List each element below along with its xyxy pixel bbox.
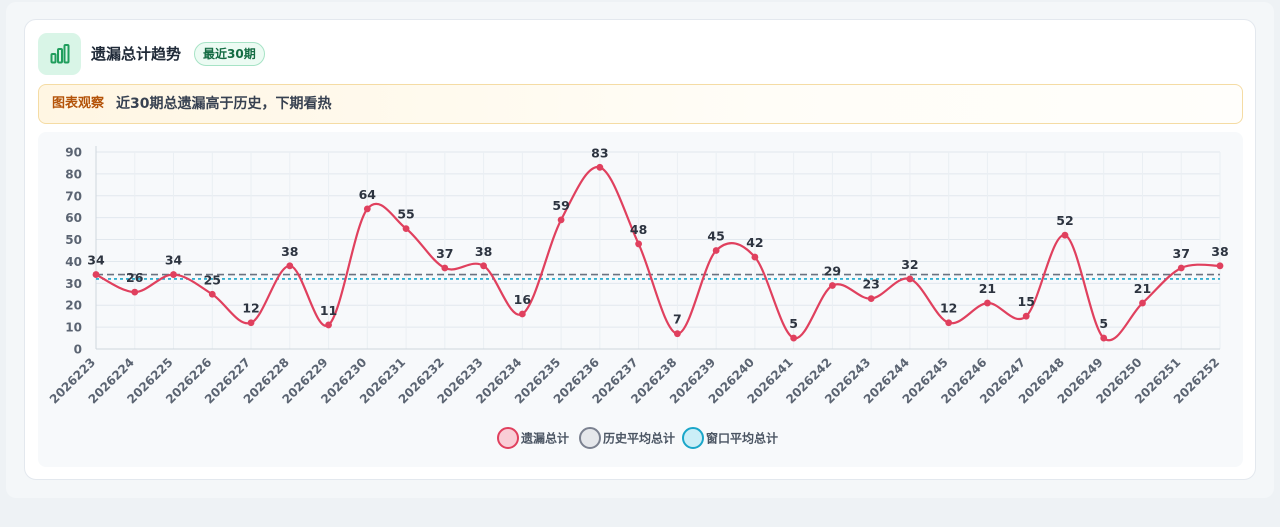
data-label: 32 [901,257,918,272]
y-tick-label: 90 [65,146,82,160]
legend-window-average-label: 窗口平均总计 [706,431,778,446]
y-tick-label: 60 [65,211,82,225]
data-label: 55 [397,207,414,222]
data-label: 37 [1173,246,1190,261]
bar-chart-icon [38,33,81,75]
data-label: 5 [1099,316,1108,331]
trend-card: 遗漏总计趋势 最近30期 图表观察 近30期总遗漏高于历史，下期看热 0 10 20… [24,19,1256,480]
data-point [790,334,798,342]
data-point [1139,299,1146,307]
data-label: 12 [242,301,259,316]
y-tick-label: 10 [65,321,82,335]
data-point [1216,262,1224,270]
data-point [131,288,139,296]
data-point [1177,264,1185,272]
data-point [1100,334,1108,342]
data-point [906,275,914,283]
data-label: 83 [591,145,608,160]
line-chart: 0102030405060708090202622320262242026225… [47,145,1229,449]
data-label: 21 [979,281,996,296]
data-label: 23 [862,277,879,292]
data-label: 64 [359,187,377,202]
data-label: 15 [1018,294,1035,309]
data-label: 34 [87,253,105,268]
bar-chart-icon-glyph [50,44,69,64]
y-tick-label: 80 [65,167,82,181]
data-label: 45 [707,229,724,244]
data-label: 11 [320,303,337,318]
data-point [596,163,604,171]
legend-history-average-label: 历史平均总计 [603,431,675,446]
data-point [363,205,371,213]
data-label: 16 [514,292,532,307]
period-badge: 最近30期 [194,42,265,66]
data-point [712,247,720,254]
data-point [170,271,177,278]
data-point [945,319,953,327]
data-label: 26 [126,270,144,285]
data-point [92,271,100,278]
data-label: 34 [165,253,183,268]
data-label: 25 [204,272,221,287]
data-label: 37 [436,246,453,261]
y-tick-label: 0 [74,343,82,357]
insight-tag: 图表观察 [52,96,105,111]
y-tick-label: 40 [65,255,82,269]
legend-series-label: 遗漏总计 [520,431,569,446]
data-label: 59 [552,198,569,213]
data-label: 38 [475,244,492,259]
data-point [247,319,255,327]
data-point [635,240,643,248]
data-point [325,321,332,329]
data-point [751,253,759,261]
series-line [95,166,1221,342]
data-point [441,264,449,272]
card-title: 遗漏总计趋势 [91,45,182,63]
data-label: 29 [824,264,841,279]
data-label: 7 [673,312,682,327]
y-tick-label: 70 [65,189,82,203]
data-label: 38 [1211,244,1228,259]
y-tick-label: 50 [65,233,82,247]
data-label: 42 [746,235,763,250]
data-point [1061,231,1069,239]
chart-area: 0 10 20 30 40 50 60 70 80 90 2026223 2026224 2026225… [38,132,1243,467]
data-point [829,282,836,289]
y-tick-label: 20 [65,299,82,313]
data-point [208,290,216,298]
data-label: 12 [940,301,957,316]
data-point [480,262,487,270]
data-label: 38 [281,244,298,259]
data-label: 5 [789,316,798,331]
data-label: 52 [1056,213,1073,228]
data-point [867,295,875,303]
legend-window-average-marker [682,427,704,449]
y-tick-label: 30 [65,277,82,291]
data-point [1022,312,1030,320]
data-label: 48 [630,222,647,237]
legend-series-marker [497,427,519,449]
data-point [402,225,410,233]
data-point [518,310,526,318]
data-point [673,330,681,338]
insight-banner: 图表观察 近30期总遗漏高于历史，下期看热 [38,84,1243,124]
data-label: 21 [1134,281,1151,296]
data-point [286,262,294,270]
legend-history-average-marker [579,427,601,449]
data-point [984,299,991,307]
insight-text: 近30期总遗漏高于历史，下期看热 [116,96,332,112]
data-point [557,216,565,224]
